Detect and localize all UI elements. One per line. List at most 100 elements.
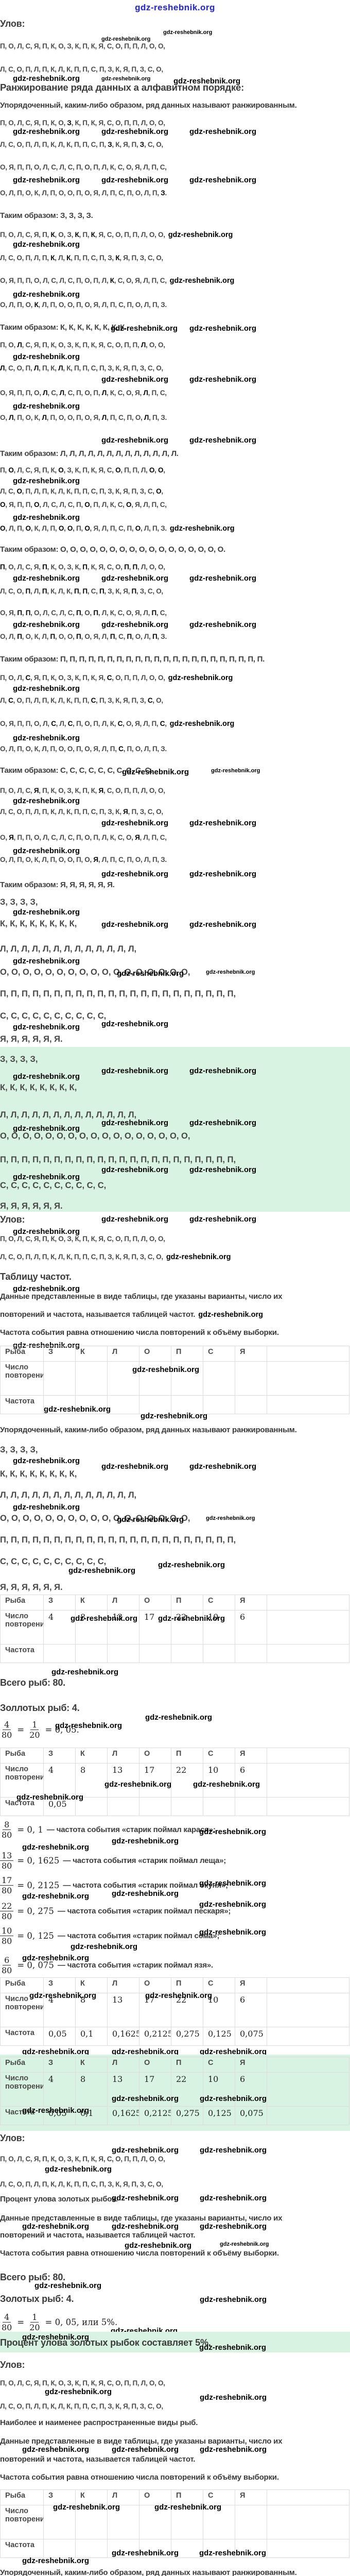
- sequence-line: П, О, Л, С, Я, П, К, О, З, К, П, К, Я, С…: [0, 42, 165, 50]
- ranked-line-Л: Л, Л, Л, Л, Л, Л, Л, Л, Л, Л, Л, Л, Л,: [0, 944, 137, 954]
- paragraph: Частота события равна отношению числа по…: [0, 2249, 279, 2258]
- sequence-line: Л, С, О, П, Л, П, К, Л, К, П, П, С, П, З…: [0, 65, 163, 73]
- watermark-text: gdz-reshebnik.org: [101, 1462, 169, 1471]
- freq-cell: 0,05: [43, 2027, 76, 2046]
- paragraph: Улов:: [0, 1214, 25, 1225]
- count-cell: 17: [139, 2072, 171, 2107]
- empty-cell: [267, 1644, 349, 1663]
- sequence-line: О, Я, П, П, О, Л, С, Л, С, П, О, П, Л, К…: [0, 389, 167, 397]
- fraction-numerator: 1: [30, 2312, 39, 2323]
- count-cell: 17: [139, 1993, 171, 2027]
- watermark-text: gdz-reshebnik.org: [68, 1566, 136, 1575]
- watermark-text: gdz-reshebnik.org: [199, 2549, 267, 2557]
- empty-cell: [267, 1763, 349, 1798]
- watermark-text: gdz-reshebnik.org: [101, 1118, 169, 1127]
- paragraph: повторений и частота, называется таблице…: [0, 1310, 263, 1319]
- watermark-text: gdz-reshebnik.org: [163, 29, 213, 36]
- ranked-line-З: З, З, З, З,: [0, 1055, 38, 1064]
- watermark-text: gdz-reshebnik.org: [13, 846, 80, 855]
- fish-column-header: К: [75, 1595, 108, 1611]
- watermark-text: gdz-reshebnik.org: [13, 796, 80, 805]
- paragraph: Частота события равна отношению числа по…: [0, 2473, 279, 2482]
- watermark-text: gdz-reshebnik.org: [101, 176, 169, 184]
- fraction-numerator: 8: [3, 1820, 11, 1831]
- freq-cell: 0,2125: [139, 2106, 171, 2125]
- watermark-text: gdz-reshebnik.org: [189, 1118, 257, 1127]
- paragraph: Улов:: [0, 2133, 25, 2143]
- watermark-text: gdz-reshebnik.org: [101, 574, 169, 583]
- sequence-line: П, О, Л, С, Я, П, К, О, З, К, П, К, Я, С…: [0, 1235, 165, 1243]
- count-cell: 17: [139, 1610, 171, 1645]
- table-row-freq: Частота 0,05 0,1 0,1625 0,2125 0,275 0,125 0,07…: [0, 2027, 349, 2046]
- table-row-fish: Рыба З К Л О П С Я: [0, 1595, 349, 1611]
- ranked-line-О: О, О, О, О, О, О, О, О, О, О, О, О, О, О…: [0, 1514, 190, 1523]
- watermark-text: gdz-reshebnik.org: [189, 620, 257, 629]
- freq-cell: [43, 2539, 76, 2558]
- watermark-text: gdz-reshebnik.org: [71, 1942, 138, 1951]
- watermark-text: gdz-reshebnik.org: [112, 2194, 179, 2202]
- fraction: 1 20: [28, 1720, 41, 1740]
- table-row-freq: Частота: [0, 2539, 349, 2558]
- freq-cell: [43, 1644, 76, 1663]
- table-row-freq: Частота: [0, 1644, 349, 1663]
- sequence-line: О, Л, П, О, К, Л, П, О, О, П, О, Я, Л, П…: [0, 633, 167, 640]
- watermark-text: gdz-reshebnik.org: [101, 436, 169, 445]
- table-row-counts: Число повторений48131722106: [0, 1763, 349, 1798]
- watermark-text: gdz-reshebnik.org: [101, 127, 169, 136]
- watermark-text: gdz-reshebnik.org: [101, 1066, 169, 1075]
- ranked-line-Я: Я, Я, Я, Я, Я, Я.: [0, 1035, 63, 1044]
- table-row-fish: Рыба З К Л О П С Я: [0, 2057, 349, 2073]
- ranked-line-О: О, О, О, О, О, О, О, О, О, О, О, О, О, О…: [0, 1131, 190, 1141]
- sequence-line: О, Я, П, П, О, Л, С, Л, С, П, О, П, Л, К…: [0, 834, 167, 841]
- count-cell: [43, 2505, 76, 2539]
- freq-cell: [107, 1395, 139, 1414]
- fraction-denominator: 80: [2, 1861, 12, 1871]
- watermark-text: gdz-reshebnik.org: [189, 436, 257, 445]
- watermark-text: gdz-reshebnik.org: [104, 1780, 172, 1789]
- empty-cell: [267, 1977, 349, 1993]
- empty-cell: [267, 1748, 349, 1764]
- watermark-text: gdz-reshebnik.org: [13, 957, 80, 965]
- freq-cell: 0,075: [235, 2106, 267, 2125]
- watermark-text: gdz-reshebnik.org: [112, 2146, 179, 2155]
- fish-column-header: З: [43, 1346, 76, 1362]
- fish-column-header: С: [203, 1346, 235, 1362]
- empty-cell: [267, 1346, 349, 1362]
- table-row-counts: Число повторений: [0, 1361, 349, 1396]
- row-label-freq: Частота: [0, 1395, 44, 1414]
- freq-cell: [235, 1395, 267, 1414]
- empty-cell: [267, 2106, 349, 2125]
- freq-cell: [235, 1644, 267, 1663]
- fraction-equation: 22 80 = 0, 275— частота события «старик по…: [0, 1901, 231, 1921]
- row-label-counts: Число повторений: [0, 2505, 44, 2539]
- watermark-text: gdz-reshebnik.org: [101, 36, 151, 42]
- fraction-numerator: 10: [0, 1926, 14, 1937]
- freq-cell: [107, 1644, 139, 1663]
- fraction-denominator: 80: [2, 1886, 12, 1896]
- watermark-text: gdz-reshebnik.org: [193, 1780, 260, 1789]
- fish-column-header: Л: [107, 1977, 139, 1993]
- paragraph: Улов:: [0, 19, 25, 29]
- watermark-text: gdz-reshebnik.org: [169, 720, 235, 728]
- row-label-fish: Рыба: [0, 1748, 44, 1764]
- summary-line: Таким образом: К, К, К, К, К, К, К, К.: [0, 323, 127, 332]
- watermark-text: gdz-reshebnik.org: [112, 2445, 179, 2454]
- sequence-line: П, О, Л, С, Я, П, К, О, З, К, П, К, Я, С…: [0, 2379, 165, 2387]
- fraction-numerator: 1: [30, 1720, 39, 1731]
- watermark-text: gdz-reshebnik.org: [13, 477, 80, 485]
- watermark-text: gdz-reshebnik.org: [13, 1124, 80, 1133]
- ranked-line-З: З, З, З, З,: [0, 1445, 38, 1454]
- watermark-text: gdz-reshebnik.org: [112, 2222, 179, 2231]
- fish-column-header: О: [139, 2057, 171, 2073]
- fraction-equation: 17 80 = 0, 2125— частота события «старик п…: [0, 1875, 228, 1895]
- watermark-text: gdz-reshebnik.org: [189, 176, 257, 184]
- table-row-freq: Частота 0,05 0,1 0,1625 0,2125 0,275 0,125 0,07…: [0, 2106, 349, 2125]
- watermark-text: gdz-reshebnik.org: [200, 2047, 267, 2056]
- fish-column-header: Л: [107, 1346, 139, 1362]
- watermark-text: gdz-reshebnik.org: [189, 1066, 257, 1075]
- fish-column-header: П: [171, 2057, 203, 2073]
- fraction-equation: 10 80 = 0, 125— частота события «старик по…: [0, 1926, 219, 1946]
- watermark-text: gdz-reshebnik.org: [13, 734, 80, 742]
